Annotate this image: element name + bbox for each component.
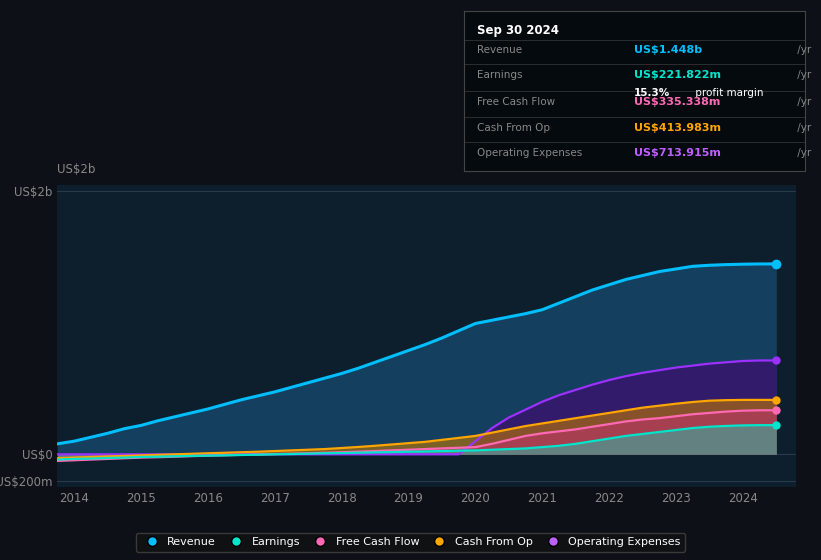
Legend: Revenue, Earnings, Free Cash Flow, Cash From Op, Operating Expenses: Revenue, Earnings, Free Cash Flow, Cash … (136, 533, 685, 552)
Text: Cash From Op: Cash From Op (478, 123, 551, 133)
Text: US$335.338m: US$335.338m (635, 97, 721, 108)
Text: 15.3%: 15.3% (635, 88, 671, 98)
Text: US$713.915m: US$713.915m (635, 148, 721, 158)
Text: /yr: /yr (795, 45, 812, 55)
Text: /yr: /yr (795, 123, 812, 133)
Text: /yr: /yr (795, 97, 812, 108)
Text: US$2b: US$2b (57, 164, 96, 176)
Text: /yr: /yr (795, 70, 812, 80)
Text: profit margin: profit margin (692, 88, 764, 98)
Text: Earnings: Earnings (478, 70, 523, 80)
Text: Operating Expenses: Operating Expenses (478, 148, 583, 158)
Text: /yr: /yr (795, 148, 812, 158)
Text: Sep 30 2024: Sep 30 2024 (478, 24, 559, 37)
Text: US$1.448b: US$1.448b (635, 45, 702, 55)
Text: US$221.822m: US$221.822m (635, 70, 721, 80)
Text: Free Cash Flow: Free Cash Flow (478, 97, 556, 108)
Text: Revenue: Revenue (478, 45, 523, 55)
Text: US$413.983m: US$413.983m (635, 123, 721, 133)
